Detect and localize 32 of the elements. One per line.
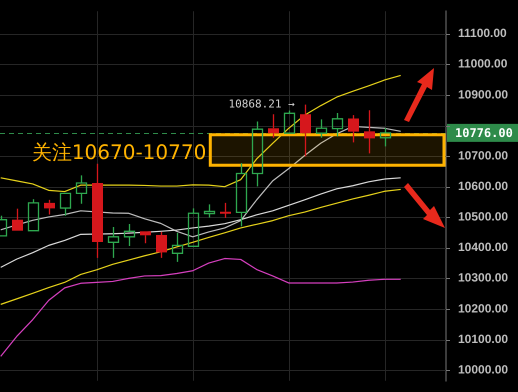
- candlestick: [300, 104, 311, 158]
- y-tick-label: 10700.00: [458, 148, 508, 162]
- y-tick-label: 10000.00: [458, 362, 508, 376]
- y-tick-label: 11000.00: [458, 56, 508, 71]
- band-label: 关注10670-10770: [32, 140, 206, 164]
- candlestick: [236, 162, 248, 228]
- candlestick: [204, 204, 216, 218]
- candlestick: [172, 232, 184, 263]
- candlestick: [92, 163, 103, 259]
- y-tick-label: 10600.00: [458, 178, 508, 193]
- y-tick-label: 10400.00: [458, 240, 508, 254]
- candlestick: [380, 127, 392, 147]
- candlestick: [220, 202, 231, 219]
- candlestick: [76, 174, 88, 204]
- candlestick: [268, 114, 279, 138]
- candlestick: [332, 112, 344, 138]
- candlestick: [44, 199, 55, 216]
- y-tick-label: 11100.00: [458, 26, 508, 40]
- candlestick: [124, 223, 136, 247]
- candlestick: [348, 114, 359, 143]
- candlestick: [12, 208, 23, 231]
- annotation: 10868.21 →: [228, 98, 296, 111]
- y-tick-label: 10300.00: [458, 270, 508, 285]
- y-tick-label: 10500.00: [458, 210, 508, 224]
- y-tick-label: 10200.00: [458, 301, 508, 316]
- candlestick: [364, 110, 375, 154]
- ref-line-label: 10776.00: [455, 126, 513, 140]
- y-tick-label: 10100.00: [458, 332, 508, 346]
- candlestick: [252, 120, 264, 188]
- y-tick-label: 10900.00: [458, 87, 508, 102]
- candlestick: [108, 226, 120, 259]
- candlestick: [316, 118, 328, 138]
